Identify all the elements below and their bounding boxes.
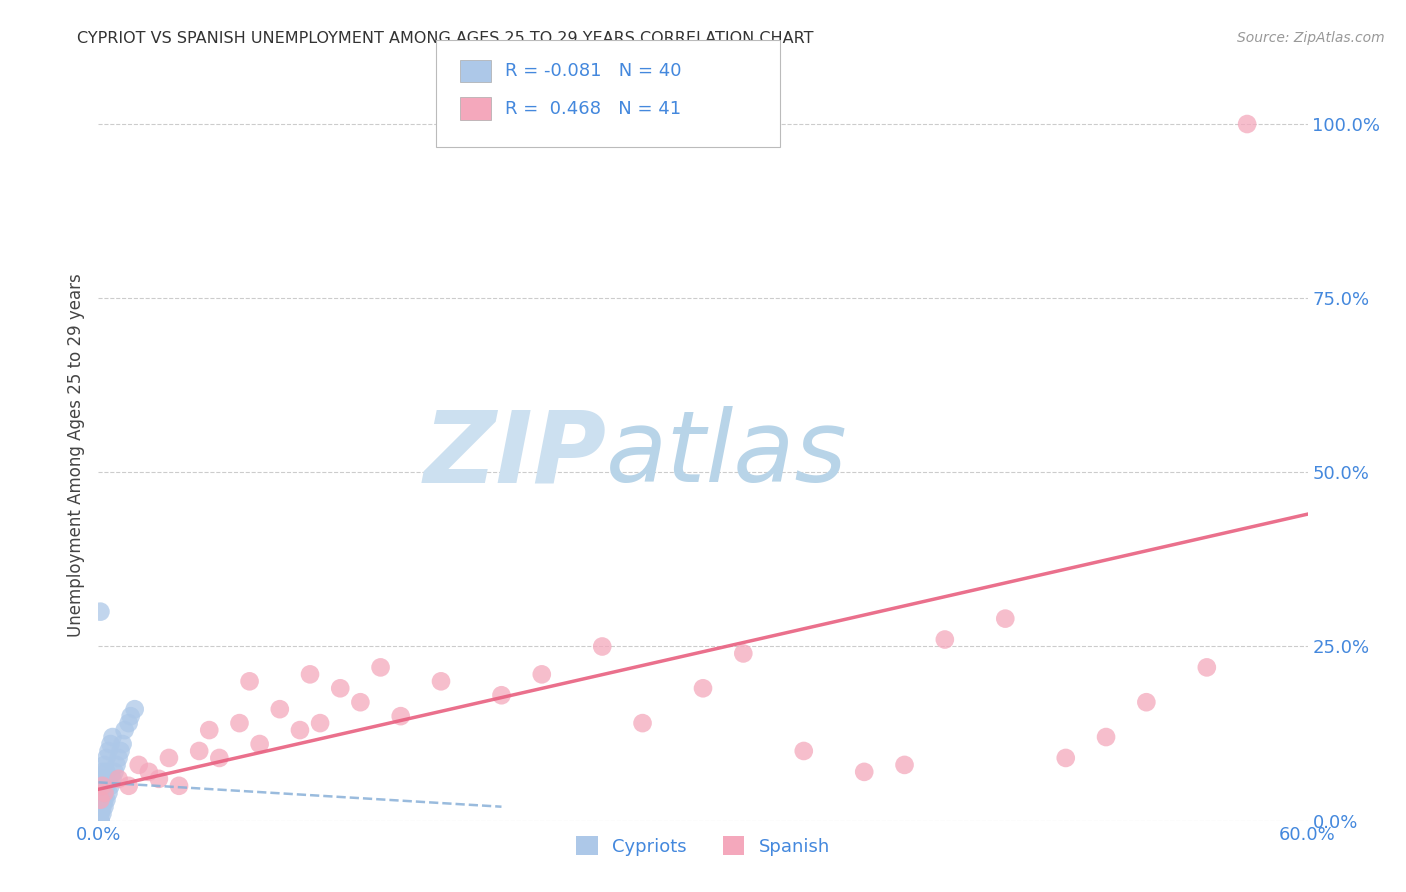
Text: CYPRIOT VS SPANISH UNEMPLOYMENT AMONG AGES 25 TO 29 YEARS CORRELATION CHART: CYPRIOT VS SPANISH UNEMPLOYMENT AMONG AG… — [77, 31, 814, 46]
Point — [96, 793, 118, 807]
Point — [167, 779, 190, 793]
Point — [128, 758, 150, 772]
Point — [107, 772, 129, 786]
Point — [96, 764, 118, 779]
Point — [631, 716, 654, 731]
Point — [430, 674, 453, 689]
Point — [138, 764, 160, 779]
Point — [1195, 660, 1218, 674]
Point — [89, 799, 111, 814]
Text: R = -0.081   N = 40: R = -0.081 N = 40 — [505, 62, 682, 80]
Point — [157, 751, 180, 765]
Point — [148, 772, 170, 786]
Point — [110, 744, 132, 758]
Point — [96, 751, 118, 765]
Point — [89, 605, 111, 619]
Point — [89, 806, 111, 821]
Point — [491, 688, 513, 702]
Point — [89, 793, 111, 807]
Point — [118, 716, 141, 731]
Point — [91, 779, 114, 793]
Point — [934, 632, 956, 647]
Point — [349, 695, 371, 709]
Point — [269, 702, 291, 716]
Point — [89, 793, 111, 807]
Point — [93, 793, 115, 807]
Point — [91, 799, 114, 814]
Point — [93, 786, 115, 800]
Point — [89, 806, 111, 821]
Point — [91, 786, 114, 800]
Text: Source: ZipAtlas.com: Source: ZipAtlas.com — [1237, 31, 1385, 45]
Point — [288, 723, 311, 737]
Point — [1135, 695, 1157, 709]
Y-axis label: Unemployment Among Ages 25 to 29 years: Unemployment Among Ages 25 to 29 years — [66, 273, 84, 637]
Point — [114, 723, 136, 737]
Point — [111, 737, 134, 751]
Point — [124, 702, 146, 716]
Point — [101, 730, 124, 744]
Point — [299, 667, 322, 681]
Point — [228, 716, 250, 731]
Point — [893, 758, 915, 772]
Point — [105, 758, 128, 772]
Point — [100, 737, 122, 751]
Point — [1054, 751, 1077, 765]
Point — [89, 814, 111, 828]
Point — [530, 667, 553, 681]
Point — [101, 772, 124, 786]
Point — [97, 786, 120, 800]
Text: ZIP: ZIP — [423, 407, 606, 503]
Point — [91, 772, 114, 786]
Point — [93, 799, 115, 814]
Point — [1236, 117, 1258, 131]
Point — [208, 751, 231, 765]
Point — [389, 709, 412, 723]
Point — [733, 647, 755, 661]
Point — [120, 709, 142, 723]
Point — [591, 640, 613, 654]
Point — [118, 779, 141, 793]
Point — [91, 764, 114, 779]
Point — [309, 716, 332, 731]
Point — [97, 744, 120, 758]
Point — [1095, 730, 1118, 744]
Point — [91, 779, 114, 793]
Point — [107, 751, 129, 765]
Legend: Cypriots, Spanish: Cypriots, Spanish — [568, 829, 838, 863]
Point — [96, 779, 118, 793]
Point — [853, 764, 876, 779]
Point — [100, 779, 122, 793]
Point — [93, 772, 115, 786]
Point — [91, 806, 114, 821]
Point — [994, 612, 1017, 626]
Point — [93, 758, 115, 772]
Point — [91, 793, 114, 807]
Text: R =  0.468   N = 41: R = 0.468 N = 41 — [505, 100, 681, 118]
Point — [329, 681, 352, 696]
Text: atlas: atlas — [606, 407, 848, 503]
Point — [103, 764, 125, 779]
Point — [692, 681, 714, 696]
Point — [249, 737, 271, 751]
Point — [93, 786, 115, 800]
Point — [89, 814, 111, 828]
Point — [89, 814, 111, 828]
Point — [198, 723, 221, 737]
Point — [793, 744, 815, 758]
Point — [370, 660, 392, 674]
Point — [239, 674, 262, 689]
Point — [188, 744, 211, 758]
Point — [89, 814, 111, 828]
